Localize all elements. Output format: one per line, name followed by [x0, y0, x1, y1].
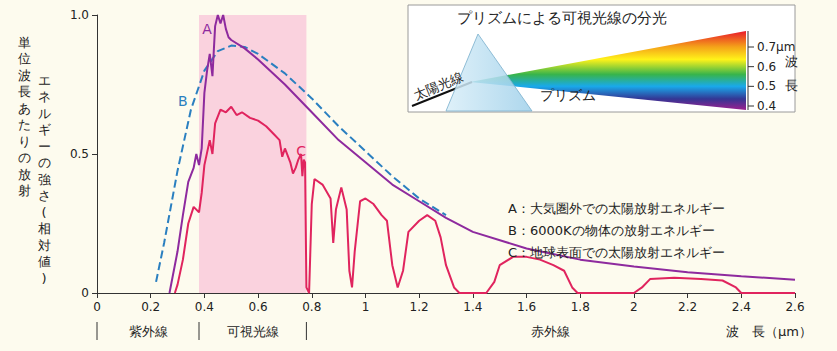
svg-text:1.6: 1.6	[517, 300, 536, 314]
svg-text:ル: ル	[38, 106, 51, 121]
svg-text:ー: ー	[38, 139, 51, 154]
svg-text:C：地球表面での太陽放射エネルギー: C：地球表面での太陽放射エネルギー	[508, 245, 725, 260]
svg-text:ネ: ネ	[38, 89, 51, 104]
svg-text:さ: さ	[38, 188, 51, 203]
svg-text:エ: エ	[38, 73, 51, 88]
svg-text:強: 強	[38, 172, 51, 187]
svg-text:1.0: 1.0	[70, 8, 89, 22]
svg-text:長: 長	[785, 78, 798, 93]
svg-text:波: 波	[18, 68, 31, 83]
svg-text:B: B	[178, 93, 188, 109]
svg-text:(: (	[41, 205, 46, 220]
svg-text:の: の	[18, 150, 31, 165]
svg-text:波: 波	[785, 54, 798, 69]
svg-text:紫外線: 紫外線	[129, 324, 168, 339]
svg-text:プリズムによる可視光線の分光: プリズムによる可視光線の分光	[457, 9, 667, 27]
svg-text:0.6: 0.6	[249, 300, 268, 314]
svg-text:射: 射	[18, 183, 31, 198]
svg-text:相: 相	[38, 221, 51, 236]
svg-text:値: 値	[38, 254, 51, 269]
svg-text:対: 対	[38, 238, 51, 253]
svg-text:1.2: 1.2	[410, 300, 429, 314]
svg-text:0.6: 0.6	[757, 60, 776, 74]
svg-text:0: 0	[93, 300, 101, 314]
svg-text:2.4: 2.4	[732, 300, 751, 314]
svg-text:波 長（μm）: 波 長（μm）	[726, 324, 812, 339]
svg-text:プリズム: プリズム	[540, 87, 596, 103]
svg-text:位: 位	[18, 51, 31, 66]
svg-text:A: A	[202, 21, 212, 37]
svg-text:1.8: 1.8	[571, 300, 590, 314]
svg-text:2.6: 2.6	[785, 300, 804, 314]
svg-text:0.4: 0.4	[195, 300, 214, 314]
svg-text:太陽光線: 太陽光線	[411, 69, 465, 102]
svg-text:の: の	[38, 155, 51, 170]
svg-text:ギ: ギ	[38, 122, 51, 137]
svg-text:長: 長	[18, 84, 31, 99]
svg-text:可視光線: 可視光線	[227, 324, 279, 339]
svg-text:0: 0	[81, 286, 89, 300]
svg-text:1.4: 1.4	[463, 300, 482, 314]
svg-text:0.5: 0.5	[757, 79, 776, 93]
svg-text:0.2: 0.2	[141, 300, 160, 314]
svg-text:0.5: 0.5	[70, 147, 89, 161]
svg-text:2: 2	[630, 300, 638, 314]
svg-text:B：6000Kの物体の放射エネルギー: B：6000Kの物体の放射エネルギー	[508, 223, 715, 238]
svg-text:A：大気圏外での太陽放射エネルギー: A：大気圏外での太陽放射エネルギー	[508, 201, 725, 216]
svg-text:0.7μm: 0.7μm	[757, 40, 795, 54]
svg-text:0.8: 0.8	[302, 300, 321, 314]
svg-text:0.4: 0.4	[757, 99, 776, 113]
svg-text:1: 1	[362, 300, 370, 314]
svg-text:た: た	[18, 117, 31, 132]
svg-text:あ: あ	[18, 101, 31, 116]
svg-text:赤外線: 赤外線	[531, 324, 570, 339]
svg-text:放: 放	[18, 167, 31, 182]
svg-text:2.2: 2.2	[678, 300, 697, 314]
svg-text:C: C	[296, 143, 306, 159]
svg-text:): )	[41, 271, 46, 286]
svg-text:単: 単	[18, 35, 31, 50]
svg-text:り: り	[18, 134, 31, 149]
